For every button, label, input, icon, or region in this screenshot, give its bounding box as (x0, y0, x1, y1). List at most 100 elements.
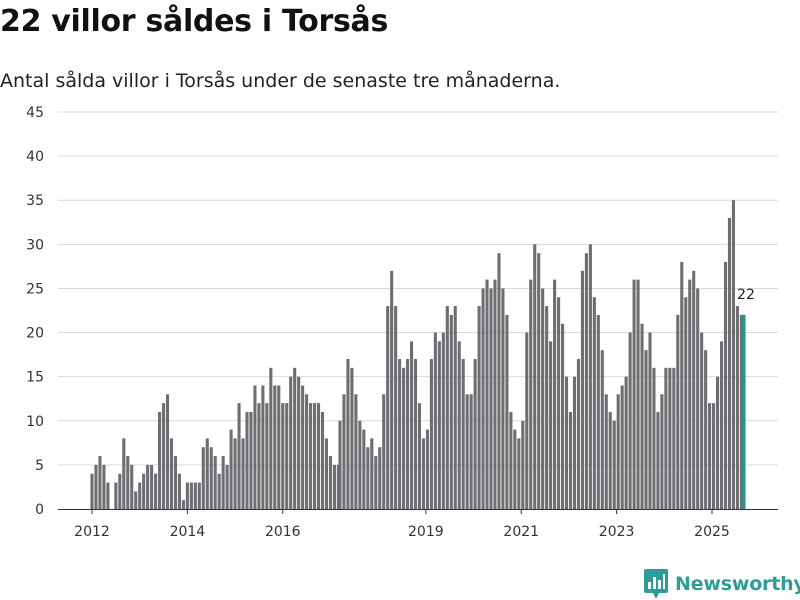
bar (493, 279, 497, 509)
bar (553, 279, 557, 509)
bar (453, 306, 457, 509)
bar (576, 359, 580, 509)
bar (417, 403, 422, 509)
bar (572, 376, 577, 509)
bar (285, 403, 289, 509)
chart-subtitle: Antal sålda villor i Torsås under de sen… (0, 70, 561, 92)
bar (727, 217, 732, 509)
bar (233, 438, 237, 509)
bar (497, 253, 501, 509)
bar (437, 341, 441, 509)
bar (309, 403, 313, 509)
bar (684, 297, 688, 509)
bar (193, 482, 197, 509)
bar (648, 332, 652, 509)
bar (213, 456, 217, 509)
bar (229, 429, 233, 509)
bar (533, 244, 537, 509)
y-tick-label: 10 (26, 414, 44, 430)
bar (723, 261, 728, 509)
y-tick-label: 15 (26, 370, 44, 386)
bar (406, 359, 410, 509)
bar (708, 403, 712, 509)
bar (612, 420, 616, 509)
bar (165, 394, 170, 509)
bar (338, 420, 342, 509)
bar (237, 403, 241, 509)
bar (142, 473, 146, 509)
bar (382, 394, 386, 509)
bar (739, 314, 743, 509)
bar (366, 447, 370, 509)
bar (477, 306, 481, 509)
y-tick-label: 35 (26, 193, 44, 209)
bar (138, 482, 142, 509)
x-tick-label: 2025 (694, 524, 730, 540)
bar (126, 456, 130, 509)
bar (620, 385, 624, 509)
bar (517, 438, 521, 509)
bar (332, 464, 336, 509)
bar (580, 270, 584, 509)
annotations: 22 (737, 287, 755, 303)
bar (561, 323, 565, 509)
bar (632, 279, 636, 509)
bar (221, 456, 225, 509)
brand-name: Newsworthy (675, 573, 800, 595)
bar (370, 438, 374, 509)
bar (146, 464, 150, 509)
bar (289, 376, 293, 509)
bar (390, 270, 394, 509)
bar (241, 438, 245, 509)
bar (106, 482, 110, 509)
bar (529, 279, 533, 509)
y-tick-label: 25 (26, 281, 44, 297)
bar (265, 403, 269, 509)
bar (358, 420, 362, 509)
bar (592, 297, 596, 509)
bar (189, 482, 193, 509)
bar (324, 438, 329, 509)
bar (269, 367, 273, 509)
bar (398, 359, 402, 509)
bar (604, 394, 608, 509)
bar (421, 438, 426, 509)
x-axis-labels: 2012 2014 2016 2019 2021 2023 2025 (74, 524, 730, 540)
bar (716, 376, 720, 509)
bar (600, 350, 604, 509)
bar (660, 394, 664, 509)
bar (122, 438, 126, 509)
brand-logo: Newsworthy (644, 569, 800, 599)
bar (501, 288, 505, 509)
bar (257, 403, 261, 509)
bar (461, 359, 465, 509)
bar (465, 394, 469, 509)
bar (297, 376, 301, 509)
bar (261, 385, 265, 509)
y-axis-labels: 0 5 10 15 20 25 30 35 40 45 (26, 105, 44, 518)
bar (624, 376, 628, 509)
bar (301, 385, 305, 509)
bar (409, 341, 414, 509)
bar (245, 411, 249, 509)
bar (584, 253, 588, 509)
x-tick-label: 2021 (503, 524, 539, 540)
bar (90, 473, 94, 509)
bar (293, 367, 297, 509)
bar (281, 403, 285, 509)
bar (509, 411, 513, 509)
y-tick-label: 30 (26, 237, 44, 253)
bar (158, 411, 162, 509)
bar (205, 438, 209, 509)
y-tick-label: 0 (35, 502, 44, 518)
bar (328, 456, 333, 509)
x-tick-label: 2016 (265, 524, 301, 540)
bar (473, 359, 477, 509)
bar (433, 332, 437, 509)
bar (118, 473, 122, 509)
bar (98, 456, 102, 509)
bar (316, 403, 321, 509)
bar (441, 332, 445, 509)
bar (525, 332, 529, 509)
